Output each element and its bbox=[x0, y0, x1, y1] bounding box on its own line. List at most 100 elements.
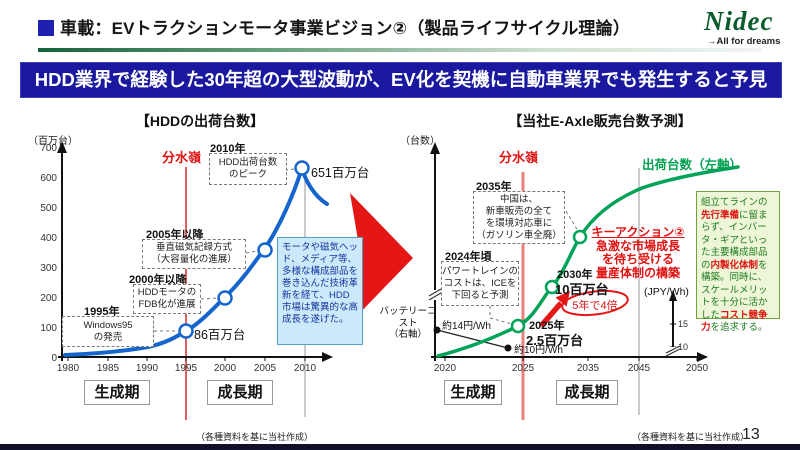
eaxle-y-axis-break bbox=[428, 288, 442, 301]
annotation-line: 下回ると予測 bbox=[451, 289, 509, 301]
x-tick: 1985 bbox=[97, 363, 120, 374]
hdd-phase-emergence: 生成期 bbox=[84, 380, 150, 405]
y-tick: 300 bbox=[40, 263, 57, 274]
y-tick: 400 bbox=[40, 233, 57, 244]
x-tick: 2000 bbox=[214, 363, 237, 374]
key-action-line: 量産体制の構築 bbox=[595, 265, 680, 280]
x-tick: 2025 bbox=[512, 363, 535, 374]
hdd-point-2005 bbox=[257, 242, 273, 258]
jpy-axis: 15 10 bbox=[665, 290, 688, 357]
annotation-year-2035: 2035年 bbox=[476, 181, 512, 193]
hdd-source-note: （各種資料を基に当社作成） bbox=[196, 432, 314, 442]
annotation-year-2024: 2024年頃 bbox=[445, 251, 492, 263]
battery-2020-value: 約14円/Wh bbox=[442, 321, 491, 332]
key-action-block: キーアクション② 急激な市場成長 を待ち受ける 量産体制の構築 bbox=[590, 225, 686, 280]
hdd-watershed-label: 分水嶺 bbox=[162, 150, 202, 165]
annotation-year-2005: 2005年以降 bbox=[146, 229, 204, 241]
annotation-line: HDDモータの bbox=[137, 287, 197, 298]
hdd-peak-value: 651百万台 bbox=[311, 166, 370, 180]
battery-2024-value: 約10円/Wh bbox=[514, 345, 563, 356]
battery-label-line: バッテリーコスト bbox=[379, 306, 437, 329]
hdd-point-2010-peak bbox=[294, 160, 310, 176]
milestone-2025-value: 2.5百万台 bbox=[526, 333, 584, 348]
annotation-line: FDB化が進展 bbox=[138, 299, 196, 310]
annotation-line: （ガソリン車全廃） bbox=[476, 229, 562, 241]
nidec-logo-tagline: →All for dreams bbox=[707, 36, 781, 47]
milestone-2030-year: 2030年 bbox=[557, 269, 593, 281]
y-tick: 600 bbox=[40, 173, 57, 184]
x-tick: 2045 bbox=[628, 363, 651, 374]
x-tick: 1995 bbox=[175, 363, 198, 374]
annotation-line: Windows95 bbox=[83, 319, 133, 331]
eaxle-watershed-label: 分水嶺 bbox=[499, 150, 539, 165]
annotation-line: コストは、ICEを bbox=[443, 277, 517, 289]
hdd-x-axis-arrow bbox=[322, 352, 333, 362]
x-tick: 2050 bbox=[686, 363, 709, 374]
battery-cost-label: バッテリーコスト （右軸） bbox=[376, 306, 440, 341]
hdd-point-1995 bbox=[178, 323, 194, 339]
eaxle-point-2035 bbox=[572, 229, 588, 245]
header-divider bbox=[38, 48, 762, 52]
milestone-2025-year: 2025年 bbox=[529, 320, 565, 332]
x-tick: 2005 bbox=[254, 363, 277, 374]
key-action-line: 急激な市場成長 bbox=[595, 238, 680, 253]
x-tick: 2020 bbox=[434, 363, 457, 374]
annotation-line: を環境対応車に bbox=[485, 217, 553, 229]
annotation-box-2035: 中国は、 新車販売の全て を環境対応車に （ガソリン車全廃） bbox=[473, 191, 565, 244]
annotation-line: 中国は、 bbox=[499, 193, 538, 205]
annotation-line: パワートレインの bbox=[442, 265, 519, 277]
annotation-line: のピーク bbox=[228, 169, 267, 180]
annotation-box-2010: HDD出荷台数 のピーク bbox=[209, 153, 287, 185]
annotation-box-1995: Windows95 の発売 bbox=[62, 316, 154, 347]
y-tick: 200 bbox=[40, 293, 57, 304]
eaxle-x-axis-arrow bbox=[697, 352, 708, 362]
hdd-1995-value: 86百万台 bbox=[194, 328, 246, 342]
eaxle-phase-emergence: 生成期 bbox=[444, 380, 502, 405]
key-action-line: を待ち受ける bbox=[601, 252, 674, 266]
jpy-tick: 15 bbox=[678, 319, 688, 329]
annotation-box-2000: HDDモータの FDB化が進展 bbox=[133, 284, 201, 314]
hdd-y-unit: （百万台） bbox=[28, 136, 78, 147]
page-title: 車載：EVトラクションモータ事業ビジョン②（製品ライフサイクル理論） bbox=[60, 19, 631, 38]
battery-point-2024 bbox=[504, 344, 512, 352]
battery-label-line: （右軸） bbox=[388, 329, 427, 340]
annotation-line: 垂直磁気記録方式 bbox=[155, 242, 232, 253]
strategy-note-box: 組立てラインの先行準備に留まらず、インバータ・ギアといった主要構成部品の内製化体… bbox=[696, 191, 780, 333]
x-tick: 2010 bbox=[294, 363, 317, 374]
annotation-box-2005: 垂直磁気記録方式 （大容量化の進展） bbox=[142, 239, 246, 269]
y-tick: 500 bbox=[40, 203, 57, 214]
y-tick: 100 bbox=[40, 323, 57, 334]
eaxle-chart-title: 【当社E-Axle販売台数予測】 bbox=[508, 113, 692, 129]
eaxle-y-unit: （台数） bbox=[400, 136, 440, 147]
hdd-point-2000 bbox=[217, 290, 233, 306]
eaxle-source-note: （各種資料を基に当社作成） bbox=[632, 432, 750, 442]
key-message-banner: HDD業界で経験した30年超の大型波動が、EV化を契機に自動車業界でも発生すると… bbox=[20, 62, 782, 98]
x-tick: 2035 bbox=[577, 363, 600, 374]
nidec-logo: Nidec bbox=[704, 6, 774, 36]
eaxle-point-2025 bbox=[510, 318, 526, 334]
eaxle-phase-growth: 成長期 bbox=[556, 380, 618, 405]
annotation-line: HDD出荷台数 bbox=[218, 157, 278, 168]
x-tick: 1990 bbox=[136, 363, 159, 374]
annotation-year-1995: 1995年 bbox=[84, 306, 120, 318]
eaxle-curve-label: 出荷台数（左軸） bbox=[642, 158, 743, 172]
annotation-line: の発売 bbox=[93, 331, 123, 343]
annotation-box-2024: パワートレインの コストは、ICEを 下回ると予測 bbox=[441, 261, 519, 306]
key-action-title: キーアクション② bbox=[591, 225, 685, 239]
eaxle-x-tick-marks bbox=[444, 357, 698, 361]
page-number: 13 bbox=[742, 426, 760, 443]
x-tick: 1980 bbox=[57, 363, 80, 374]
hdd-note-box: モータや磁気ヘッド、メディア等、多様な構成部品を巻き込んだ技術革新を経て、HDD… bbox=[277, 237, 363, 345]
annotation-year-2000: 2000年以降 bbox=[129, 274, 187, 286]
hdd-phase-growth: 成長期 bbox=[207, 380, 273, 405]
hdd-chart-title: 【HDDの出荷台数】 bbox=[135, 113, 265, 129]
jpy-tick: 10 bbox=[678, 342, 688, 352]
footer-bar bbox=[0, 444, 800, 450]
jpy-axis-label: (JPY/Wh) bbox=[644, 286, 689, 298]
milestone-2030-value: 10百万台 bbox=[555, 282, 609, 297]
hdd-x-tick-marks bbox=[67, 357, 306, 361]
title-bullet-square bbox=[38, 20, 54, 36]
annotation-line: 新車販売の全て bbox=[485, 205, 553, 217]
annotation-line: （大容量化の進展） bbox=[151, 254, 237, 265]
y-tick: 0 bbox=[51, 353, 57, 364]
